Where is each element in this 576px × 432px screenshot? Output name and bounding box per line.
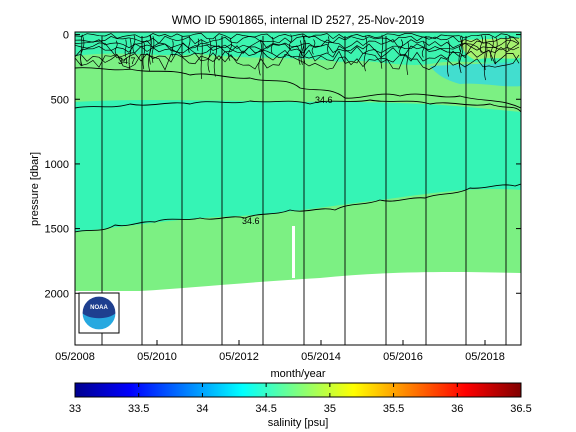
surface-contour-spike bbox=[207, 38, 212, 73]
surface-contour-spike bbox=[196, 38, 200, 51]
surface-contour-spike bbox=[80, 35, 83, 67]
near-surface-mix bbox=[75, 32, 521, 65]
surface-contour-spike bbox=[479, 35, 483, 54]
intermediate-layer-fill bbox=[75, 95, 521, 232]
contour-34-7 bbox=[75, 67, 521, 109]
contour-34-6-upper bbox=[75, 99, 521, 113]
surface-contour-spike bbox=[484, 35, 487, 71]
x-tick-label: 05/2016 bbox=[383, 351, 423, 363]
y-tick-label: 1000 bbox=[45, 159, 69, 171]
surface-contour-spike bbox=[483, 39, 488, 81]
chart-title: WMO ID 5901865, internal ID 2527, 25-Nov… bbox=[172, 15, 425, 27]
surface-contour-line bbox=[75, 42, 520, 54]
y-axis-label: pressure [dbar] bbox=[29, 152, 41, 226]
surface-contour-spike bbox=[421, 41, 425, 58]
surface-contour-spike bbox=[114, 40, 118, 55]
y-tick-label: 1500 bbox=[45, 224, 69, 236]
contour-label-34-6-upper: 34.6 bbox=[315, 95, 333, 105]
surface-cyan-streak bbox=[430, 62, 521, 87]
colorbar-tick-label: 33 bbox=[69, 403, 81, 415]
y-tick-label: 0 bbox=[63, 30, 69, 42]
deep-layer-fill bbox=[75, 180, 521, 291]
plot-frame bbox=[74, 31, 522, 346]
surface-contour-spike bbox=[288, 34, 293, 51]
contour-34-6-lower bbox=[75, 183, 521, 233]
surface-contour-spike bbox=[132, 34, 136, 53]
surface-contour-spike bbox=[128, 38, 132, 70]
x-tick-label: 05/2018 bbox=[465, 351, 505, 363]
colorbar-tick-label: 36 bbox=[451, 403, 463, 415]
surface-contour-spike bbox=[188, 35, 191, 54]
surface-contour-spike bbox=[311, 39, 316, 55]
colorbar-gradient bbox=[74, 382, 522, 398]
surface-contour-spike bbox=[151, 36, 155, 63]
surface-contour-line bbox=[75, 45, 520, 59]
data-gap bbox=[292, 226, 295, 278]
contour-label-34-7: 34.7 bbox=[118, 56, 136, 66]
surface-contour-spike bbox=[406, 41, 410, 75]
surface-contour-spike bbox=[507, 35, 511, 51]
x-tick-label: 05/2008 bbox=[55, 351, 95, 363]
x-tick-label: 05/2014 bbox=[301, 351, 341, 363]
surface-contour-spike bbox=[459, 35, 464, 53]
surface-contour-spike bbox=[258, 40, 263, 76]
plot-area: 34.7 34.6 34.6 bbox=[75, 32, 521, 345]
y-axis: 0 500 1000 1500 2000 bbox=[45, 30, 521, 300]
contour-label-34-6-lower: 34.6 bbox=[242, 216, 260, 226]
x-axis: 05/2008 05/2010 05/2012 05/2014 05/2016 05/20… bbox=[55, 340, 505, 363]
surface-contour-spike bbox=[447, 40, 450, 77]
surface-contour-spike bbox=[399, 39, 403, 56]
surface-contour-spike bbox=[80, 34, 85, 67]
colorbar: 33 33.5 34 34.5 35 35.5 36 36.5 salinity [psu] bbox=[69, 382, 532, 429]
surface-contour-spike bbox=[380, 34, 384, 69]
colorbar-tick-label: 33.5 bbox=[128, 403, 149, 415]
surface-contour-spike bbox=[142, 41, 145, 70]
colorbar-tick-label: 36.5 bbox=[510, 403, 531, 415]
colorbar-tick-label: 34.5 bbox=[255, 403, 276, 415]
y-tick-label: 500 bbox=[51, 94, 69, 106]
x-axis-label: month/year bbox=[270, 368, 325, 380]
y-tick-label: 2000 bbox=[45, 288, 69, 300]
colorbar-tick-label: 35.5 bbox=[383, 403, 404, 415]
noaa-logo: NOAA bbox=[78, 292, 120, 334]
surface-contour-spike bbox=[300, 34, 305, 65]
surface-contour-spike bbox=[228, 38, 232, 61]
surface-contour-spike bbox=[494, 37, 498, 65]
surface-contour-line bbox=[75, 49, 520, 65]
surface-contour-spike bbox=[270, 36, 274, 54]
surface-contour-spike bbox=[363, 35, 368, 72]
colorbar-tick-label: 34 bbox=[196, 403, 208, 415]
x-tick-label: 05/2012 bbox=[219, 351, 259, 363]
surface-contour-spike bbox=[327, 36, 330, 54]
noaa-logo-text: NOAA bbox=[90, 305, 108, 311]
surface-contour-spike bbox=[298, 40, 302, 66]
colorbar-ticks: 33 33.5 34 34.5 35 35.5 36 36.5 bbox=[69, 383, 532, 415]
surface-contour-spike bbox=[124, 39, 127, 57]
colorbar-label: salinity [psu] bbox=[268, 417, 329, 429]
surface-contour-line bbox=[75, 32, 520, 40]
surface-contour-spike bbox=[171, 40, 174, 57]
x-tick-label: 05/2010 bbox=[137, 351, 177, 363]
surface-contour-spike bbox=[148, 35, 152, 72]
colorbar-tick-label: 35 bbox=[324, 403, 336, 415]
surface-contour-cluster bbox=[75, 32, 520, 81]
surface-contour-spike bbox=[459, 39, 464, 74]
surface-contour-spike bbox=[213, 37, 217, 77]
surface-contour-spike bbox=[490, 36, 494, 62]
